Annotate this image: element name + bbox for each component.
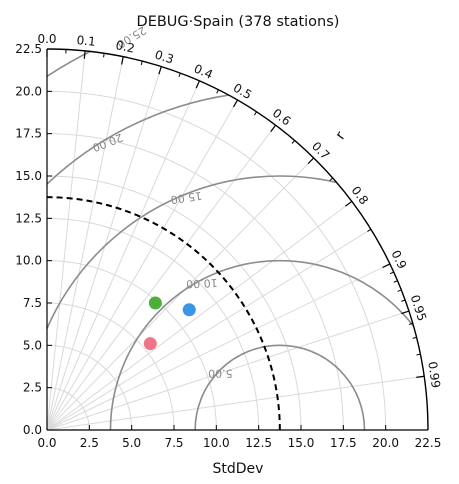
corr-minor-tick [398,290,402,291]
corr-tick [234,100,238,107]
x-tick-label: 17.5 [330,436,357,450]
std-grid-arc [47,176,301,430]
corr-grid-line [47,125,276,430]
x-tick-label: 2.5 [80,436,99,450]
x-tick-label: 10.0 [203,436,230,450]
corr-grid-line [47,81,199,430]
x-tick-label: 20.0 [372,436,399,450]
data-point [149,297,162,310]
y-tick-label: 15.0 [15,169,42,183]
x-tick-label: 0.0 [37,436,56,450]
corr-tick [345,201,351,206]
y-tick-label: 0.0 [23,423,42,437]
corr-minor-tick [401,300,405,301]
corr-tick-label: 0.99 [425,361,443,389]
corr-tick-label: 0.1 [76,33,96,49]
corr-minor-tick [367,229,370,231]
corr-tick-label: 0.0 [37,32,56,46]
rms-label: 10.00 [186,276,218,290]
axes [47,49,428,430]
corr-tick-label: 0.5 [231,81,255,103]
y-tick-label: 5.0 [23,338,42,352]
x-tick-label: 22.5 [415,436,442,450]
corr-tick [271,125,276,131]
corr-tick [383,264,390,267]
corr-minor-tick [390,272,394,274]
rms-contour [0,7,459,430]
rms-label: 15.00 [170,189,203,206]
y-tick-label: 7.5 [23,296,42,310]
corr-grid-line [47,201,352,430]
corr-minor-tick [292,140,295,143]
x-tick-label: 12.5 [245,436,272,450]
corr-tick-label: 0.6 [270,106,294,129]
corr-minor-tick [141,61,142,65]
corr-minor-tick [254,112,256,115]
corr-tick-label: 0.8 [348,184,371,208]
corr-minor-tick [217,90,219,94]
corr-minor-tick [104,53,105,57]
corr-minor-tick [416,354,420,355]
x-axis-label: StdDev [213,461,264,477]
chart-title: DEBUG·Spain (378 stations) [137,14,340,30]
rms-label: 5.00 [208,367,233,380]
x-tick-label: 15.0 [288,436,315,450]
y-tick-label: 12.5 [15,211,42,225]
corr-minor-tick [413,337,417,338]
corr-tick-label: 0.3 [153,47,175,66]
corr-grid-line [47,57,123,430]
corr-minor-tick [179,73,180,77]
y-tick-label: 17.5 [15,127,42,141]
x-tick-label: 5.0 [122,436,141,450]
corr-tick [84,51,85,59]
y-tick-label: 2.5 [23,381,42,395]
data-point [144,337,157,350]
corr-tick [416,376,424,377]
corr-tick-label: 0.2 [114,38,136,56]
y-tick-label: 10.0 [15,254,42,268]
corr-minor-tick [394,281,398,283]
outer-arc [47,49,428,430]
corr-tick [308,158,314,164]
corr-tick [159,67,161,75]
corr-tick [196,81,199,88]
x-tick-label: 7.5 [164,436,183,450]
corr-minor-tick [330,178,333,181]
corr-axis-label: r [333,129,350,143]
data-point [183,303,196,316]
corr-grid-line [47,229,371,430]
corr-tick [122,57,124,65]
corr-grid-line [47,67,161,430]
grid [47,51,424,430]
y-tick-label: 20.0 [15,84,42,98]
